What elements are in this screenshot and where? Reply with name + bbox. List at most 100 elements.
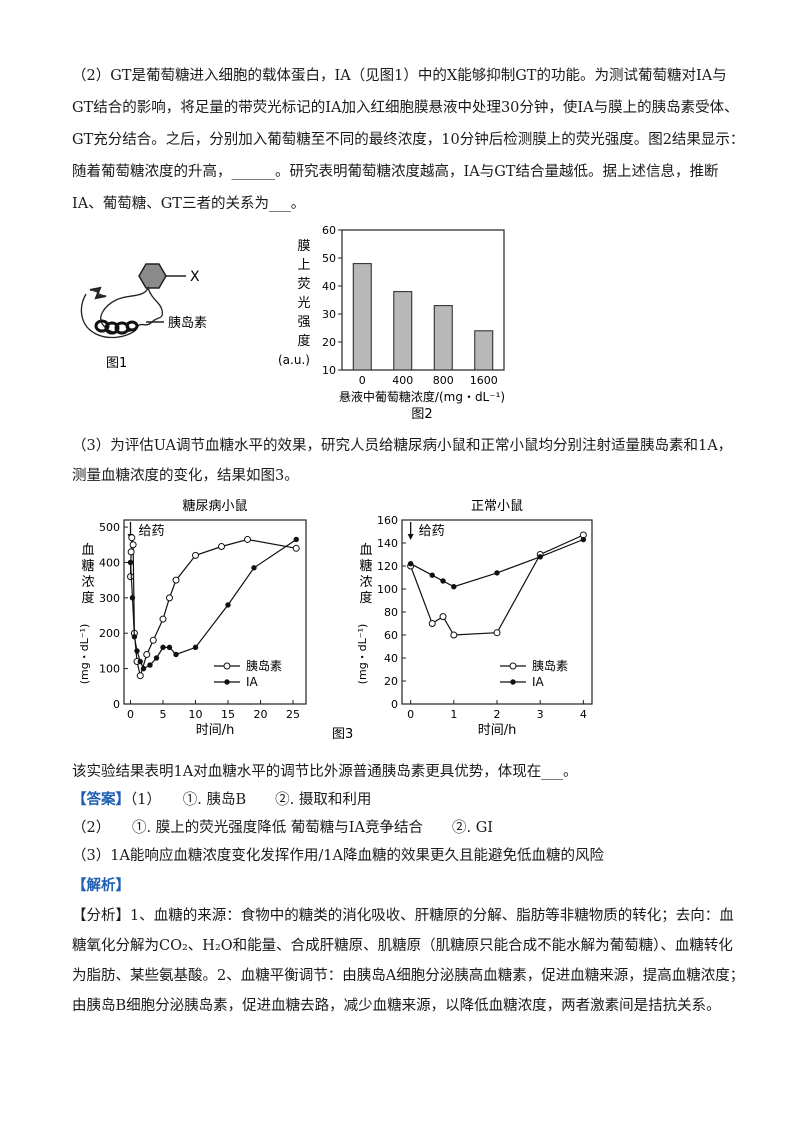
fig3-right-title: 正常小鼠 (471, 499, 523, 514)
fig2-bar (393, 291, 413, 371)
fig3-right-xlabel: 时间/h (478, 723, 517, 738)
fig3-left-xlabel: 时间/h (196, 723, 235, 738)
fig3-right-ylabel-char: 血 (359, 543, 372, 558)
fig3-right-ytick-label: 160 (377, 514, 398, 527)
fig3-left-xtick-label: 25 (286, 708, 300, 721)
q3-tail: 该实验结果表明1A对血糖水平的调节比外源普通胰岛素更具优势，体现在___。 (72, 764, 578, 780)
fig1-label-insulin: 胰岛素 (168, 315, 207, 331)
fig3-right-data-point (451, 584, 457, 590)
fig2-ytick-label: 40 (322, 280, 336, 293)
q3-line-2: 测量血糖浓度的变化，结果如图3。 (72, 468, 299, 484)
fig3-left-xtick-label: 0 (127, 708, 134, 721)
fig3-left-title: 糖尿病小鼠 (182, 498, 247, 514)
fig3-left-data-point (128, 534, 136, 542)
fig3-left-annotation: 给药 (139, 524, 165, 539)
fig3-right-dose-arrowhead-icon (407, 534, 414, 540)
fig3-right-ylabel-char: 糖 (359, 558, 372, 574)
fig3-right-data-point (494, 570, 500, 576)
fig3-right-legend-marker (510, 679, 516, 685)
fig3-left-data-point (159, 615, 167, 623)
fig3-left-data-point (137, 658, 143, 665)
analysis-line-4: 由胰岛B细胞分泌胰岛素，促进血糖去路，减少血糖来源，以降低血糖浓度，两者激素间是… (72, 998, 721, 1014)
hexagon-x-icon (138, 263, 167, 289)
fig3-left-data-point (136, 672, 144, 680)
fig3-left-data-point (244, 535, 251, 543)
fig3-right-ytick-label: 60 (384, 629, 398, 642)
fig3-right-ylabel-char: 度 (359, 590, 372, 606)
fig3-right-data-point (580, 536, 587, 543)
fig3-left-data-point (147, 662, 153, 668)
fig3-left-data-point (129, 595, 136, 601)
fig2-ylabel-char: 度 (297, 333, 310, 349)
fig3-left-data-point (143, 650, 151, 658)
fig3-right-ylabel-char: 浓 (359, 575, 372, 590)
fig3-left-ytick-label: 300 (99, 592, 120, 605)
protein-chain-icon (100, 286, 164, 334)
fig3-left-xtick-label: 15 (221, 708, 235, 721)
fig3-left-data-point (149, 636, 157, 644)
fig3-left-data-point (166, 644, 173, 651)
fig3-right-data-point (440, 578, 446, 584)
answer-line-3: （3）1A能响应血糖浓度变化发挥作用/1A降血糖的效果更久且能避免低血糖的风险 (72, 848, 605, 864)
fig3-right-xtick-label: 0 (407, 708, 414, 721)
fig2-ytick-label: 20 (322, 336, 336, 349)
fig3-left-ylabel-char: 糖 (81, 558, 94, 574)
fig3-right-data-point (537, 554, 543, 560)
fig3-left-ytick-label: 0 (113, 698, 120, 711)
fig3-left-legend-marker (224, 679, 230, 685)
fig3-left-data-point (127, 559, 134, 566)
fig3-right-ytick-label: 140 (377, 537, 398, 550)
fig3-right-xtick-label: 4 (580, 708, 587, 721)
fig3-right-legend-marker (509, 662, 517, 670)
fig3-left-data-point (292, 544, 300, 552)
fig3-left-data-point (153, 655, 160, 661)
fig3-left-data-point (129, 541, 137, 549)
fig2-xlabel: 悬液中葡萄糖浓度/(mg・dL⁻¹) (339, 389, 505, 404)
q3-line-1: （3）为评估UA调节血糖水平的效果，研究人员给糖尿病小鼠和正常小鼠均分别注射适量… (72, 438, 733, 454)
fig3-left-xtick-label: 20 (254, 708, 268, 721)
fig3-right-ytick-label: 40 (384, 652, 398, 665)
fig1-label-x: X (190, 269, 200, 285)
fig3-left-data-point (127, 548, 135, 556)
fig3-left-data-point (173, 651, 179, 658)
fig3-left-ytick-label: 200 (99, 627, 120, 640)
analysis-line-1: 【分析】1、血糖的来源：食物中的糖类的消化吸收、肝糖原的分解、脂肪等非糖物质的转… (72, 908, 734, 924)
insulin-helix-icon (94, 319, 139, 335)
fig3-left-data-point (192, 644, 199, 651)
fig3-right-data-point (429, 572, 435, 578)
fig3-left-data-point (131, 634, 138, 640)
analysis-tag: 【解析】 (72, 877, 130, 894)
answer-tag: 【答案】 (72, 791, 130, 808)
fig3-left-ytick-label: 400 (99, 556, 120, 569)
fig3-left-ytick-label: 500 (99, 521, 120, 534)
fig3-left-data-point (251, 565, 257, 571)
fig3-right-ytick-label: 0 (391, 698, 398, 711)
fig3-left-legend-label: 胰岛素 (246, 658, 282, 673)
answer-part-1: （1） ①. 胰岛B ②. 摄取和利用 (130, 792, 372, 808)
fig3-right-data-point (407, 561, 414, 567)
fig3-left-data-point (225, 602, 231, 608)
fig3-left-data-point (127, 573, 134, 581)
fig2-ylabel-char: 上 (297, 258, 310, 273)
fig3-right-ytick-label: 100 (377, 583, 398, 596)
fig3-left-ylabel-char: 浓 (81, 575, 94, 590)
fig3-left-legend-label: IA (246, 675, 259, 689)
fig3-left-data-point (218, 543, 225, 551)
fig2-ytick-label: 30 (322, 308, 336, 321)
fig2-ylabel-char: 强 (297, 315, 310, 330)
fig3-caption: 图3 (332, 727, 353, 742)
fig3-right-xtick-label: 1 (450, 708, 457, 721)
fig2-ylabel-unit: (a.u.) (278, 353, 310, 367)
fig3-left-xtick-label: 5 (160, 708, 167, 721)
fig2-bar (433, 305, 453, 371)
fig1-caption: 图1 (106, 356, 127, 371)
fig2-ylabel-char: 光 (297, 296, 310, 311)
q2-line-4: 随着葡萄糖浓度的升高，______。研究表明葡萄糖浓度越高，IA与GT结合量越低… (72, 164, 719, 180)
fig3-right-data-point (493, 629, 501, 637)
fig3-left-data-point (160, 644, 166, 651)
fig3-left-plot-frame (123, 519, 307, 705)
fig3-right-data-point (439, 613, 447, 621)
